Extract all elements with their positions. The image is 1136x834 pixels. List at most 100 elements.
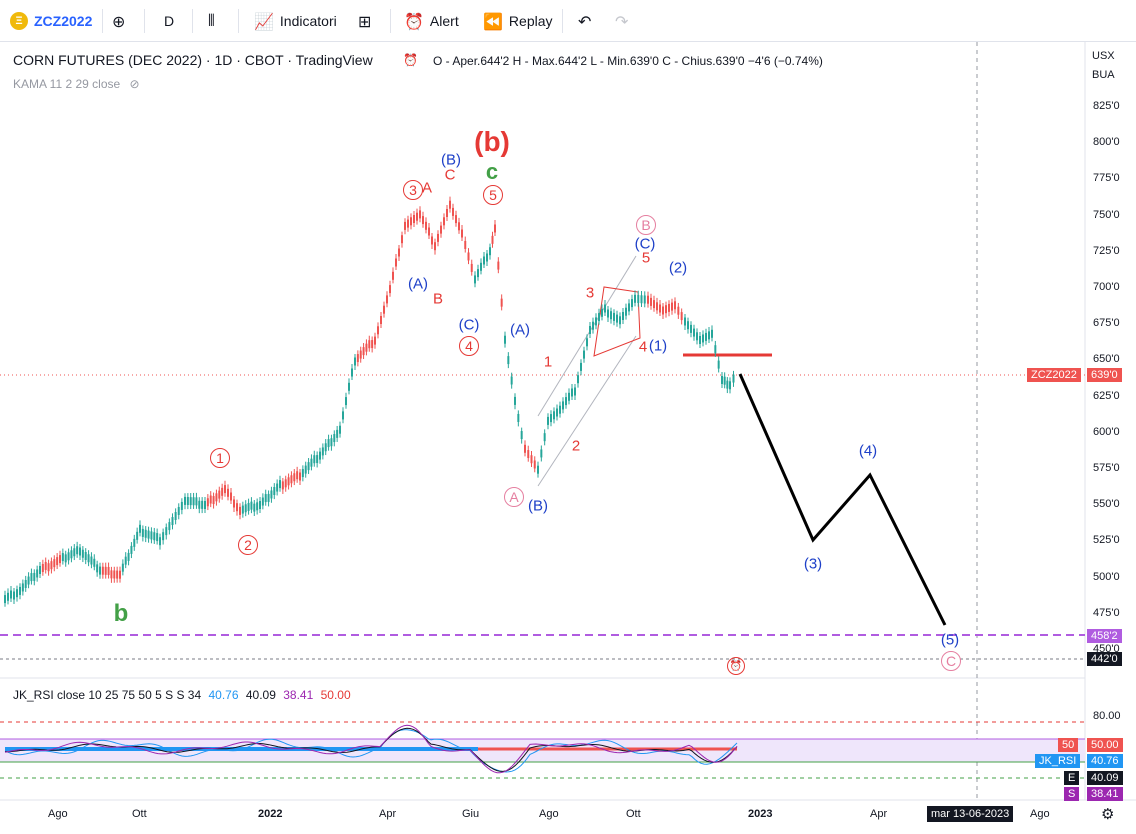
price-tick: 825'0 [1093,100,1120,112]
candle-body [407,219,409,228]
rsi-name: JK_RSI [13,688,54,702]
candle-body [668,303,670,312]
wave-label-paren_C: (C) [458,316,480,334]
rsi-tag-50: 50.00 [1087,738,1123,752]
candle-body [165,527,168,536]
interval-button[interactable]: D [164,9,174,33]
candle-body [27,576,30,585]
candle-body [595,317,597,326]
candle-body [270,490,273,499]
chart-canvas[interactable] [0,42,1136,834]
candle-body [264,494,267,503]
candle-body [714,345,717,354]
undo-button[interactable]: ↶ [578,9,597,33]
candle-body [10,590,12,599]
candle-body [684,317,686,326]
candle-body [195,497,198,506]
candle-body [24,579,27,588]
candle-body [276,483,279,492]
unit-selector[interactable]: BUA [1092,69,1115,81]
candle-body [70,550,73,559]
candle-body [699,336,701,344]
candle-body [30,573,33,582]
candle-body [247,502,250,511]
candle-body [446,209,448,217]
candle-body [530,455,533,464]
candle-body [398,248,400,257]
candle-body [301,469,304,478]
divider [562,9,563,33]
rsi-tag-e-label: E [1064,771,1080,785]
wave-label-circ4: 4 [459,336,479,356]
templates-button[interactable]: ⊞ [358,9,377,33]
symbol-price-tag: ZCZ2022 [1027,368,1081,382]
eye-hidden-icon[interactable]: ⊘ [129,77,140,91]
currency-selector[interactable]: USX [1092,50,1115,62]
candle-body [486,253,488,262]
alert-button[interactable]: ⏰ Alert [404,9,459,33]
candle-body [21,583,24,592]
time-tick: Ago [48,808,68,820]
candle-body [416,212,418,221]
candlestick-series [4,196,735,607]
candle-body [354,357,356,366]
candle-body [267,493,270,502]
symbol-search[interactable]: Ξ ZCZ2022 [10,9,92,33]
candle-body [671,302,673,311]
wave-label-b_big: (b) [474,126,510,157]
candle-body [330,438,333,447]
candle-body [44,561,47,570]
chart-title: CORN FUTURES (DEC 2022) · 1D · CBOT · Tr… [13,52,373,68]
candle-body [290,475,293,484]
rsi-tag-s-label: S [1064,787,1080,801]
candle-body [186,497,189,506]
candle-body [56,557,59,566]
candle-body [527,450,530,459]
divider [238,9,239,33]
candle-body [259,501,261,509]
rsi-tag-e: 40.09 [1087,771,1123,785]
templates-icon: ⊞ [358,11,372,31]
candle-body [13,591,15,600]
candle-body [76,546,79,555]
candle-body [79,547,81,556]
candle-body [553,411,555,420]
candle-body [87,554,90,563]
rsi-tag-50-label: 50 [1058,738,1079,752]
chart-type-button[interactable]: ⫴ [208,9,221,33]
channel-lower [537,335,637,487]
candle-body [99,566,101,575]
candle-body [637,295,640,304]
level-tag-458: 458'2 [1087,629,1122,643]
compare-button[interactable]: ⊕ [112,9,131,33]
wave-label-b_green: b [113,600,129,627]
candle-body [124,556,127,565]
divider [390,9,391,33]
candle-body [628,303,630,312]
candle-body [218,490,221,499]
time-tick: Ago [539,808,559,820]
time-tick: Apr [379,808,397,820]
candle-body [580,362,582,371]
candle-body [296,471,299,480]
replay-button[interactable]: ⏪ Replay [483,9,553,33]
replay-icon: ⏪ [483,11,503,31]
redo-button[interactable]: ↷ [615,9,634,33]
wave-label-circ1: 1 [210,448,230,468]
indicators-button[interactable]: 📈 Indicatori [254,9,337,33]
price-tick: 675'0 [1093,317,1120,330]
rsi-line [4,729,738,773]
candle-body [443,217,445,226]
candle-body [256,502,259,511]
candle-body [500,298,503,307]
rsi-value-4: 50.00 [320,688,351,702]
settings-gear-icon[interactable]: ⚙ [1101,806,1115,823]
alarm-marker-icon[interactable]: ⏰ [727,657,745,675]
candle-body [533,460,536,469]
candle-body [437,233,439,242]
indicator-legend[interactable]: KAMA 11 2 29 close ⊘ [13,77,140,91]
candle-body [650,297,652,306]
candle-body [359,350,362,359]
candle-body [159,537,161,546]
candle-body [540,449,543,458]
